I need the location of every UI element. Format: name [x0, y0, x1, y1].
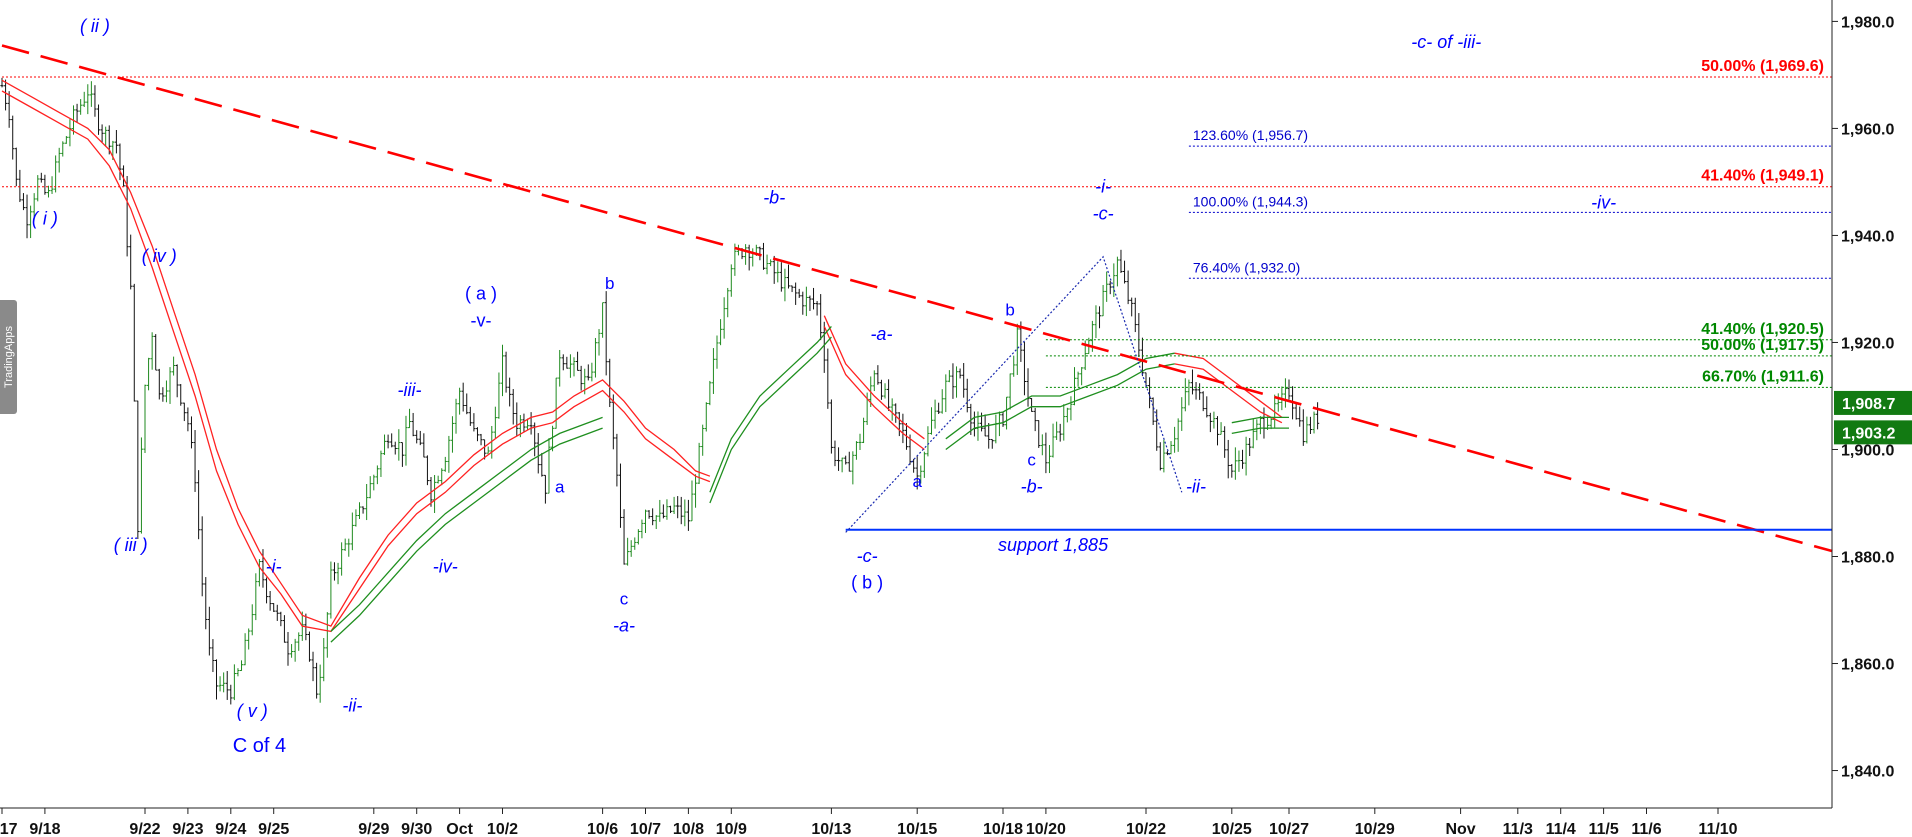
x-tick-label: 10/13: [811, 821, 851, 837]
x-tick-label: 10/25: [1212, 821, 1252, 837]
red-moving-average-0: [1, 79, 1283, 627]
wave-label: -a-: [613, 615, 635, 635]
wave-label: ( iv ): [142, 246, 177, 266]
y-tick-label: 1,860.0: [1841, 657, 1894, 674]
wave-label: C of 4: [233, 735, 286, 757]
wave-label: ( iii ): [114, 535, 148, 555]
wave-label: -c-: [1093, 203, 1114, 223]
last-price-text: 1,908.7: [1842, 396, 1895, 413]
wave-connector-line: [845, 255, 1183, 533]
wave-label: -i-: [266, 557, 282, 577]
fib-level-label: 50.00% (1,969.6): [1701, 58, 1824, 75]
last-price-text: 1,903.2: [1842, 425, 1895, 442]
y-tick-label: 1,960.0: [1841, 121, 1894, 138]
x-tick-label: 9/17: [0, 821, 18, 837]
x-tick-label: 11/3: [1503, 821, 1533, 837]
wave-label: -iv-: [433, 557, 458, 577]
x-tick-label: Oct: [446, 821, 473, 837]
wave-label: -c- of -iii-: [1411, 32, 1481, 52]
red-moving-average-1: [1, 90, 1283, 633]
x-tick-label: 10/29: [1355, 821, 1395, 837]
x-tick-label: 10/20: [1026, 821, 1066, 837]
downtrend-line: [1, 44, 1833, 553]
candlestick-series: [0, 77, 1320, 705]
x-tick-label: 10/18: [983, 821, 1023, 837]
wave-label: -c-: [857, 546, 878, 566]
last-price-badge: [1834, 390, 1912, 415]
x-tick-label: 9/23: [172, 821, 203, 837]
moving-average-lines: [1, 79, 1289, 643]
y-tick-label: 1,980.0: [1841, 14, 1894, 31]
fib-level-label: 100.00% (1,944.3): [1193, 193, 1308, 209]
wave-label: -b-: [763, 187, 785, 207]
wave-label: support 1,885: [998, 535, 1109, 555]
fib-level-label: 50.00% (1,917.5): [1701, 337, 1824, 354]
wave-label: -i-: [1095, 177, 1111, 197]
fib-level-label: 66.70% (1,911.6): [1702, 368, 1824, 385]
x-tick-label: 10/2: [487, 821, 518, 837]
wave-label: ( ii ): [80, 16, 110, 36]
x-tick-label: 9/25: [258, 821, 289, 837]
x-tick-label: 10/22: [1126, 821, 1166, 837]
x-tick-label: 10/8: [673, 821, 704, 837]
wave-label: b: [1005, 301, 1014, 320]
x-tick-label: 9/30: [401, 821, 432, 837]
side-panel-tab-label: TradingApps: [2, 326, 15, 388]
x-tick-label: 11/10: [1698, 821, 1737, 837]
fib-level-label: 41.40% (1,949.1): [1701, 168, 1824, 185]
wave-label: -ii-: [1186, 476, 1206, 496]
y-axis: 1,840.0 1,860.0 1,880.0 1,900.0 1,920.0 1,940…: [1831, 0, 1912, 808]
wave-label: -a-: [870, 324, 892, 344]
x-tick-label: Nov: [1445, 821, 1475, 837]
y-tick-label: 1,840.0: [1841, 764, 1894, 781]
green-moving-average-2: [330, 325, 1289, 632]
wave-label: a: [555, 477, 565, 496]
wave-label: ( b ): [851, 573, 883, 593]
wave-label: -v-: [471, 310, 492, 330]
overlay-lines: 50.00% (1,969.6) 41.40% (1,949.1) 123.60% …: [1, 44, 1833, 553]
y-tick-label: 1,940.0: [1841, 228, 1894, 245]
x-tick-label: 10/9: [716, 821, 747, 837]
x-tick-label: 9/29: [358, 821, 389, 837]
x-tick-label: 9/24: [215, 821, 246, 837]
x-axis: 9/17 9/18 9/22 9/23 9/24 9/25 9/29 9/30 Oct 10/2 1…: [0, 807, 1832, 837]
wave-label: c: [620, 590, 629, 609]
x-tick-label: 10/7: [630, 821, 661, 837]
wave-label: c: [1027, 451, 1036, 470]
wave-label: -iii-: [398, 380, 422, 400]
x-tick-label: 11/6: [1631, 821, 1661, 837]
side-panel-tab[interactable]: TradingApps: [0, 300, 17, 414]
wave-labels: ( ii ) ( i ) ( iv ) ( iii ) ( v ) C of 4 -i- -i…: [32, 16, 1616, 757]
x-tick-label: 10/15: [897, 821, 937, 837]
wave-label: ( a ): [465, 284, 497, 304]
x-tick-label: 11/5: [1588, 821, 1618, 837]
x-tick-label: 10/27: [1269, 821, 1309, 837]
y-tick-label: 1,880.0: [1841, 550, 1894, 567]
y-tick-label: 1,900.0: [1841, 442, 1894, 459]
wave-label: -iv-: [1591, 193, 1616, 213]
wave-label: ( i ): [32, 209, 58, 229]
y-tick-label: 1,920.0: [1841, 335, 1894, 352]
green-moving-average-3: [330, 336, 1289, 643]
fib-level-label: 76.40% (1,932.0): [1193, 259, 1300, 275]
x-tick-label: 9/18: [29, 821, 60, 837]
wave-label: ( v ): [237, 701, 268, 721]
wave-label: -ii-: [342, 696, 362, 716]
wave-label: a: [912, 472, 922, 491]
last-price-badge: [1834, 420, 1912, 445]
wave-label: b: [605, 274, 614, 293]
wave-label: -b-: [1021, 476, 1043, 496]
x-tick-label: 10/6: [587, 821, 618, 837]
x-tick-label: 11/4: [1546, 821, 1576, 837]
x-tick-label: 9/22: [129, 821, 160, 837]
fib-level-label: 41.40% (1,920.5): [1701, 321, 1824, 338]
fib-level-label: 123.60% (1,956.7): [1193, 127, 1308, 143]
